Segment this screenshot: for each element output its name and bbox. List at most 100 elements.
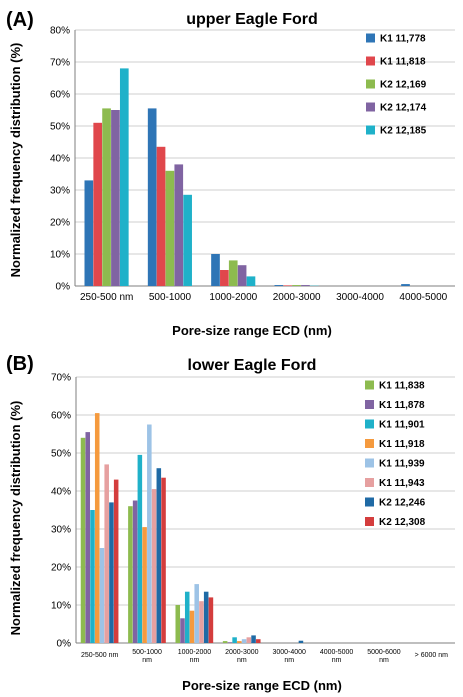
panel-b-bar <box>90 510 95 643</box>
panel-b-bar <box>104 464 109 643</box>
panel-a-x-tick-label: 2000-3000 <box>273 292 321 303</box>
panel-a-bar <box>246 276 256 286</box>
panel-b-x-tick-label-unit: nm <box>332 657 342 664</box>
panel-b-bar <box>175 605 181 643</box>
panel-a-y-tick-label: 60% <box>50 90 70 101</box>
panel-a-bar <box>301 285 310 286</box>
panel-b-y-tick-label: 0% <box>57 639 72 650</box>
panel-b-legend-swatch <box>365 380 374 390</box>
panel-b-y-tick-label: 30% <box>51 525 71 536</box>
panel-b-x-tick-label-unit: nm <box>379 657 389 664</box>
panel-b-bar <box>109 502 114 643</box>
panel-b-legend-swatch <box>365 400 374 409</box>
panel-b-x-tick-label-unit: nm <box>237 657 247 664</box>
panel-b-bar <box>298 640 304 643</box>
panel-a-y-tick-label: 70% <box>50 58 70 69</box>
panel-b-x-tick-label-unit: nm <box>142 657 152 664</box>
panel-b-legend-label: K1 11,901 <box>379 420 425 431</box>
panel-b-bar <box>180 618 185 643</box>
panel-b-legend-label: K1 11,838 <box>379 381 425 392</box>
panel-a-bar <box>147 108 157 287</box>
panel-a-legend-label: K1 11,818 <box>380 57 426 68</box>
panel-b-x-tick-label: 1000-2000 <box>178 649 212 656</box>
panel-b-title: lower Eagle Ford <box>188 357 317 374</box>
panel-b-legend-swatch <box>365 497 374 507</box>
panel-a-x-tick-label: 1000-2000 <box>209 292 257 303</box>
panel-a-bar <box>174 164 184 286</box>
panel-a-bar <box>274 285 284 286</box>
panel-a-bar <box>111 110 120 286</box>
panel-b-y-tick-label: 70% <box>51 373 71 384</box>
panel-b-y-tick-label: 20% <box>51 563 71 574</box>
panel-a-bar <box>292 285 301 286</box>
panel-b-bar <box>80 437 86 643</box>
panel-b-bar <box>147 424 152 643</box>
panel-a-x-tick-label: 4000-5000 <box>399 292 447 303</box>
panel-b-y-tick-label: 60% <box>51 411 71 422</box>
panel-a-legend-label: K1 11,778 <box>380 34 426 45</box>
panel-a-label: (A) <box>6 9 34 31</box>
panel-a-plot: 0% 10% 20% 30% 40% 50% 60% 70% 80% 250-500 nm 500-… <box>50 26 455 303</box>
panel-a-ylabel: Normalized frequency distribution (%) <box>8 43 23 278</box>
panel-b-bar <box>251 635 256 643</box>
panel-b-bar <box>184 591 190 643</box>
panel-b-legend-swatch <box>365 478 374 487</box>
panel-b-legend-swatch <box>365 458 374 468</box>
panel-a-y-tick-label: 50% <box>50 122 70 133</box>
panel-a-y-tick-label: 80% <box>50 26 70 37</box>
panel-b-bar <box>203 591 209 643</box>
panel-b-plot: 0% 10% 20% 30% 40% 50% 60% 70% 250-500 nm 500-100… <box>51 373 455 664</box>
panel-a-bar <box>84 180 94 286</box>
panel-a-bar <box>119 68 129 287</box>
panel-b-legend-label: K1 11,918 <box>379 439 425 450</box>
panel-a-bar <box>211 254 220 286</box>
panel-b-legend-swatch <box>365 419 374 429</box>
panel-b-xlabel: Pore-size range ECD (nm) <box>182 678 342 693</box>
panel-a-y-tick-label: 10% <box>50 250 70 261</box>
panel-a-x-tick-label: 250-500 nm <box>80 292 133 303</box>
panel-a-bar <box>93 122 103 286</box>
panel-b-bar <box>227 642 233 643</box>
panel-a-title: upper Eagle Ford <box>186 11 318 28</box>
panel-b-bar <box>113 479 119 643</box>
panel-b-bar <box>99 548 105 643</box>
panel-b-bar <box>222 641 228 643</box>
panel-a-bar <box>220 270 229 286</box>
panel-b-y-tick-label: 40% <box>51 487 71 498</box>
panel-b-x-tick-label: 4000-5000 <box>320 649 354 656</box>
panel-b-bar <box>246 637 252 643</box>
panel-a-xlabel: Pore-size range ECD (nm) <box>172 323 332 338</box>
panel-b-bar <box>189 610 195 643</box>
panel-b-bar <box>85 432 91 643</box>
panel-b-y-tick-label: 50% <box>51 449 71 460</box>
panel-a-y-tick-label: 20% <box>50 218 70 229</box>
panel-b-bar <box>237 641 242 643</box>
panel-a-bar <box>401 284 410 286</box>
panel-b-bar <box>151 489 157 643</box>
panel-b-legend-label: K1 11,939 <box>379 459 425 470</box>
panel-a-y-tick-label: 40% <box>50 154 70 165</box>
panel-b-bar <box>128 506 133 643</box>
panel-b-x-tick-label-unit: nm <box>190 657 200 664</box>
panel-b-x-tick-label: 2000-3000 <box>225 649 259 656</box>
panel-b-bar <box>232 637 237 643</box>
panel-b-label: (B) <box>6 353 34 375</box>
panel-a-legend-swatch <box>366 79 375 89</box>
panel-b-legend-label: K2 12,308 <box>379 517 426 528</box>
panel-a-bar <box>237 265 247 286</box>
panel-b-x-tick-label: 5000-6000 <box>367 649 401 656</box>
panel-b-legend-swatch <box>365 439 374 448</box>
panel-b-legend-label: K2 12,246 <box>379 498 426 509</box>
panel-a-legend-swatch <box>366 125 375 135</box>
panel-b-ylabel: Normalized frequency distribution (%) <box>8 401 23 636</box>
panel-a-bar <box>156 146 166 286</box>
panel-b-x-tick-label: > 6000 nm <box>415 652 448 659</box>
panel-b-bar <box>137 454 143 643</box>
panel-a-x-tick-label: 3000-4000 <box>336 292 384 303</box>
panel-b-bar <box>161 477 166 643</box>
panel-b-bar <box>199 601 204 643</box>
panel-a-legend-swatch <box>366 33 375 43</box>
panel-b-bar <box>208 597 214 643</box>
panel-a-bar <box>165 170 175 286</box>
